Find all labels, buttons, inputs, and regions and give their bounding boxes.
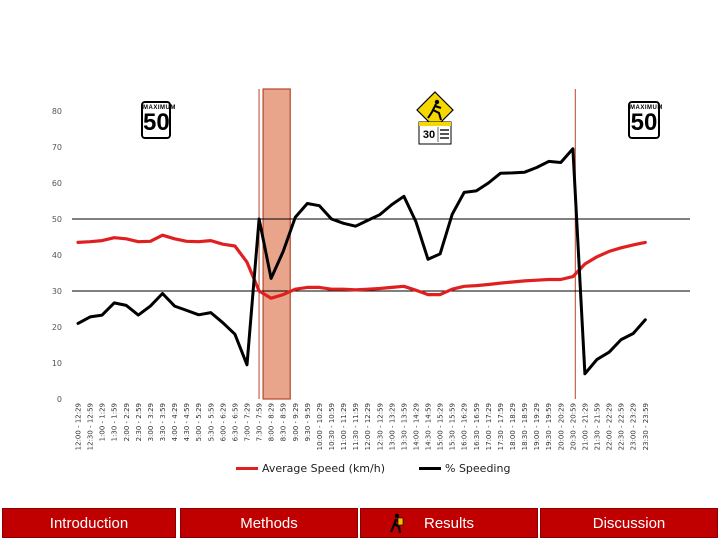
x-tick-label: 1:30 - 1:59 <box>111 403 119 441</box>
x-tick-label: 16:00 - 16:29 <box>461 403 469 450</box>
x-tick-label: 5:00 - 5:29 <box>195 403 203 441</box>
x-tick-label: 16:30 - 16:59 <box>473 403 481 450</box>
nav-introduction-button[interactable]: Introduction <box>2 508 176 538</box>
x-tick-label: 4:30 - 4:59 <box>183 403 191 441</box>
x-tick-label: 19:00 - 19:29 <box>533 403 541 450</box>
x-tick-label: 9:00 - 9:29 <box>292 403 300 441</box>
legend-swatch-red <box>236 467 258 470</box>
school-zone-sign-icon: 30 <box>416 91 454 145</box>
y-tick-label: 80 <box>52 107 62 116</box>
legend-swatch-black <box>419 467 441 470</box>
x-tick-label: 13:30 - 13:59 <box>400 403 408 450</box>
bottom-nav-bar: Introduction Methods Results Discussion <box>0 508 720 540</box>
x-tick-label: 12:00 - 12:29 <box>75 403 83 450</box>
x-tick-label: 12:30 - 12:59 <box>376 403 384 450</box>
nav-introduction-label: Introduction <box>49 514 129 532</box>
nav-methods-button[interactable]: Methods <box>180 508 358 538</box>
x-tick-label: 14:30 - 14:59 <box>425 403 433 450</box>
x-tick-label: 6:00 - 6:29 <box>219 403 227 441</box>
y-tick-label: 20 <box>52 323 62 332</box>
x-tick-label: 8:00 - 8:29 <box>268 403 276 441</box>
speed-limit-sign-left: MAXIMUM 50 <box>141 101 175 139</box>
x-tick-label: 20:00 - 20:29 <box>557 403 565 450</box>
x-tick-label: 5:30 - 5:59 <box>207 403 215 441</box>
y-tick-label: 0 <box>57 395 62 404</box>
x-tick-label: 7:30 - 7:59 <box>256 403 264 441</box>
x-tick-label: 12:00 - 12:29 <box>364 403 372 450</box>
y-tick-label: 50 <box>52 215 62 224</box>
x-tick-label: 3:00 - 3:29 <box>147 403 155 441</box>
x-tick-label: 18:00 - 18:29 <box>509 403 517 450</box>
y-tick-label: 60 <box>52 179 62 188</box>
x-tick-label: 22:00 - 22:29 <box>606 403 614 450</box>
x-tick-label: 8:30 - 8:59 <box>280 403 288 441</box>
x-tick-label: 23:00 - 23:29 <box>630 403 638 450</box>
x-tick-label: 12:30 - 12:59 <box>87 403 95 450</box>
nav-methods-label: Methods <box>240 514 298 532</box>
x-tick-label: 17:00 - 17:29 <box>485 403 493 450</box>
x-tick-label: 22:30 - 22:59 <box>618 403 626 450</box>
y-tick-label: 70 <box>52 143 62 152</box>
y-tick-label: 30 <box>52 287 62 296</box>
series-line-average-speed <box>76 233 647 300</box>
nav-results-button[interactable]: Results <box>360 508 538 538</box>
x-tick-label: 17:30 - 17:59 <box>497 403 505 450</box>
x-tick-label: 2:00 - 2:29 <box>123 403 131 441</box>
y-tick-label: 40 <box>52 251 62 260</box>
x-tick-label: 21:00 - 21:29 <box>581 403 589 450</box>
legend-item-speeding: % Speeding <box>419 462 510 475</box>
nav-results-label: Results <box>423 514 475 532</box>
x-tick-label: 3:30 - 3:59 <box>159 403 167 441</box>
x-tick-label: 1:00 - 1:29 <box>99 403 107 441</box>
x-tick-label: 13:00 - 13:29 <box>388 403 396 450</box>
x-tick-label: 9:30 - 9:59 <box>304 403 312 441</box>
legend-item-average-speed: Average Speed (km/h) <box>236 462 385 475</box>
x-tick-label: 15:30 - 15:59 <box>449 403 457 450</box>
x-tick-label: 14:00 - 14:29 <box>412 403 420 450</box>
legend-label-speeding: % Speeding <box>445 462 511 475</box>
speed-limit-sign-right: MAXIMUM 50 <box>628 101 662 139</box>
x-tick-label: 11:30 - 11:59 <box>352 403 360 450</box>
x-tick-label: 20:30 - 20:59 <box>569 403 577 450</box>
nav-discussion-label: Discussion <box>592 514 666 532</box>
x-tick-label: 4:00 - 4:29 <box>171 403 179 441</box>
legend-label-average-speed: Average Speed (km/h) <box>262 462 385 475</box>
nav-discussion-button[interactable]: Discussion <box>540 508 718 538</box>
hiker-icon <box>389 513 404 534</box>
x-tick-label: 23:30 - 23:59 <box>642 403 650 450</box>
x-tick-label: 7:00 - 7:29 <box>243 403 251 441</box>
chart-legend: Average Speed (km/h) % Speeding <box>236 462 510 475</box>
x-tick-label: 19:30 - 19:59 <box>545 403 553 450</box>
x-tick-label: 6:30 - 6:59 <box>231 403 239 441</box>
y-tick-label: 10 <box>52 359 62 368</box>
x-tick-label: 18:30 - 18:59 <box>521 403 529 450</box>
x-tick-label: 10:00 - 10:29 <box>316 403 324 450</box>
x-tick-label: 15:00 - 15:29 <box>437 403 445 450</box>
svg-text:30: 30 <box>423 129 435 141</box>
x-tick-label: 10:30 - 10:59 <box>328 403 336 450</box>
x-tick-label: 11:00 - 11:29 <box>340 403 348 450</box>
x-tick-label: 2:30 - 2:59 <box>135 403 143 441</box>
x-tick-label: 21:30 - 21:59 <box>594 403 602 450</box>
line-chart: 0 10 20 30 40 50 60 70 80 12:00 - 12:29 12:30 - 1… <box>52 88 690 450</box>
series-line-speeding <box>76 147 647 376</box>
